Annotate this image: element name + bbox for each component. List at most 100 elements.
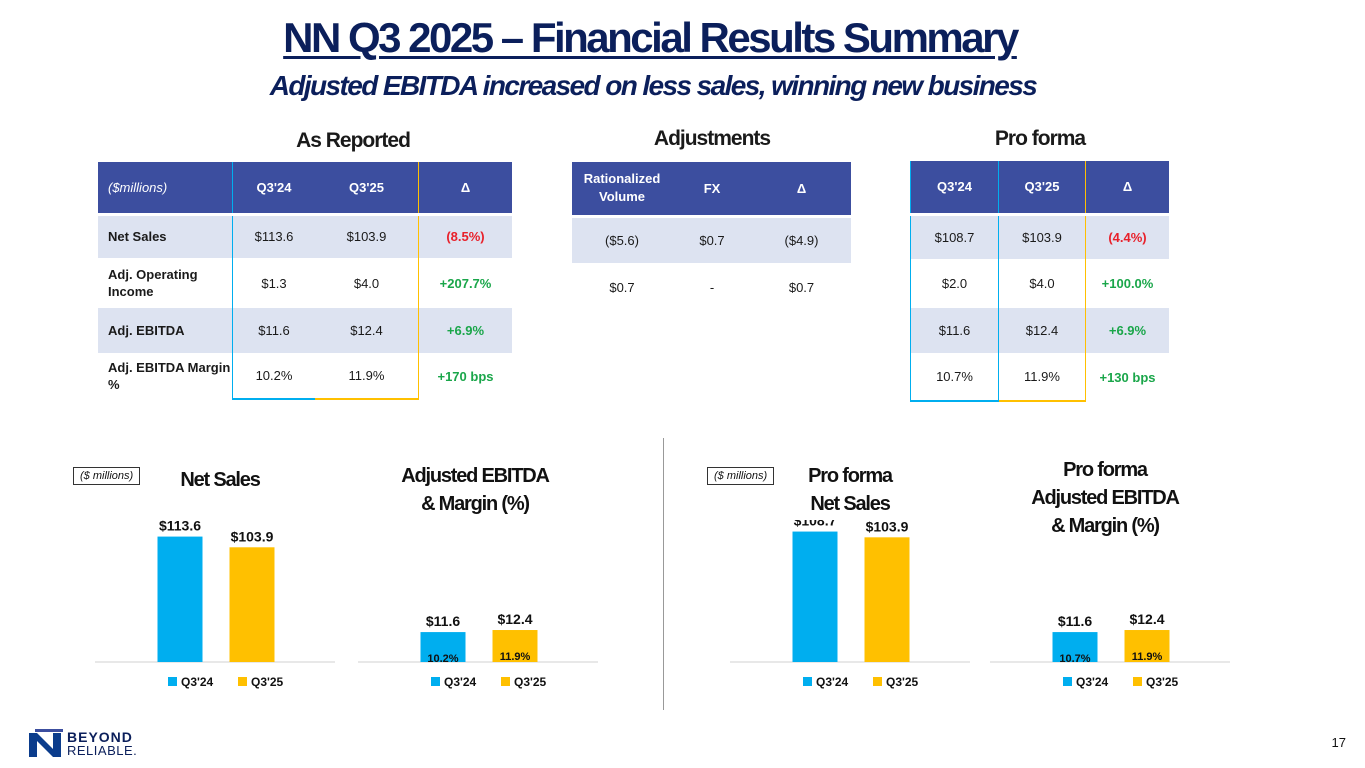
cell: 10.7% <box>910 353 999 402</box>
cell: $4.0 <box>315 258 419 308</box>
bar-margin-label: 10.2% <box>427 653 458 665</box>
bar-q324 <box>792 531 838 662</box>
chart-pf-adj-ebitda: $11.6 10.7% $12.4 11.9% Q3'24 Q3'25 <box>990 611 1230 689</box>
chart-title-pf-adj-ebitda: Pro forma Adjusted EBITDA & Margin (%) <box>1031 459 1180 537</box>
page-title: NN Q3 2025 – Financial Results Summary <box>283 14 1019 61</box>
cell: 10.2% <box>232 353 315 400</box>
table-row: Adj. Operating Income $1.3 $4.0 +207.7% <box>98 258 512 308</box>
bar-margin-label: 11.9% <box>500 651 531 663</box>
cell: $103.9 <box>315 212 419 258</box>
cell: $0.7 <box>672 214 752 263</box>
bar-q324 <box>1052 632 1098 662</box>
cell-delta: +100.0% <box>1101 276 1154 291</box>
logo-mark-icon <box>29 729 63 757</box>
cell: $108.7 <box>910 212 999 259</box>
bar-q324 <box>157 536 203 662</box>
row-label: Adj. EBITDA Margin % <box>98 353 233 399</box>
legend-label: Q3'25 <box>514 675 547 689</box>
row-label: Net Sales <box>98 212 233 258</box>
cell: $11.6 <box>232 308 315 353</box>
bar-margin-label: 11.9% <box>1132 651 1163 663</box>
table-header: Δ <box>418 162 512 214</box>
table-row: Adj. EBITDA Margin % 10.2% 11.9% +170 bp… <box>98 353 512 400</box>
table-header: Δ <box>752 162 851 216</box>
pro-forma-table: Q3'24 Q3'25 Δ $108.7 $103.9 (4.4%) $2.0 … <box>910 161 1169 402</box>
chart-adj-ebitda: $11.6 10.2% $12.4 11.9% Q3'24 Q3'25 <box>358 611 598 689</box>
chart-title-adj-ebitda: Adjusted EBITDA & Margin (%) <box>401 465 550 515</box>
table-header: Q3'25 <box>315 162 419 214</box>
section-adjustments: Adjustments <box>653 127 771 150</box>
bar-value-label: $11.6 <box>426 613 460 629</box>
legend-swatch <box>431 677 440 686</box>
legend-swatch <box>1063 677 1072 686</box>
cell: 11.9% <box>315 353 419 400</box>
cell: 11.9% <box>998 353 1086 402</box>
bar-margin-label: 10.7% <box>1059 653 1090 665</box>
legend-label: Q3'25 <box>886 675 919 689</box>
cell: $2.0 <box>910 259 999 308</box>
bar-value-label: $103.9 <box>231 528 274 544</box>
table-row: $11.6 $12.4 +6.9% <box>910 308 1169 353</box>
legend-label: Q3'24 <box>1076 675 1109 689</box>
legend-swatch <box>501 677 510 686</box>
unit-label: ($ millions) <box>73 467 141 485</box>
cell: $12.4 <box>315 308 419 353</box>
cell: ($4.9) <box>752 214 851 263</box>
row-label: Adj. EBITDA <box>98 308 233 353</box>
bar-value-label: $108.7 <box>794 520 837 529</box>
table-row: $2.0 $4.0 +100.0% <box>910 259 1170 308</box>
cell-delta: +207.7% <box>439 275 492 291</box>
table-header: Q3'25 <box>998 161 1086 214</box>
cell: $0.7 <box>788 279 815 295</box>
table-row: Net Sales $113.6 $103.9 (8.5%) <box>98 212 512 258</box>
chart-title-net-sales: Net Sales <box>180 469 260 491</box>
cell-delta: +6.9% <box>1085 308 1169 353</box>
row-label: Adj. Operating Income <box>98 258 233 308</box>
table-row: 10.7% 11.9% +130 bps <box>910 353 1170 402</box>
table-header: ($millions) <box>98 162 233 214</box>
table-row: ($5.6) $0.7 ($4.9) <box>572 214 851 263</box>
page-subtitle: Adjusted EBITDA increased on less sales,… <box>269 70 1038 101</box>
page-number: 17 <box>1331 735 1346 750</box>
unit-label: ($ millions) <box>707 467 775 485</box>
section-as-reported: As Reported <box>296 129 411 152</box>
table-row: $108.7 $103.9 (4.4%) <box>910 212 1169 259</box>
legend-label: Q3'24 <box>816 675 849 689</box>
chart-net-sales: $113.6 $103.9 Q3'24 Q3'25 <box>95 520 335 689</box>
cell: ($5.6) <box>572 214 672 263</box>
cell-delta: +170 bps <box>437 368 494 384</box>
cell: $4.0 <box>998 259 1086 308</box>
chart-pf-net-sales: $108.7 $103.9 Q3'24 Q3'25 <box>730 520 970 689</box>
legend-swatch <box>873 677 882 686</box>
bar-value-label: $12.4 <box>497 611 532 627</box>
cell: $113.6 <box>232 212 315 258</box>
cell: - <box>709 279 715 295</box>
cell: $1.3 <box>261 275 287 291</box>
bar-value-label: $11.6 <box>1058 613 1092 629</box>
legend-label: Q3'24 <box>181 675 214 689</box>
legend-label: Q3'25 <box>1146 675 1179 689</box>
chart-title-pf-net-sales: Pro forma Net Sales <box>808 465 893 515</box>
legend-swatch <box>168 677 177 686</box>
table-row: Adj. EBITDA $11.6 $12.4 +6.9% <box>98 308 512 353</box>
section-divider <box>663 438 664 710</box>
adjustments-table: Rationalized Volume FX Δ ($5.6) $0.7 ($4… <box>572 162 851 311</box>
bar-q325 <box>492 630 538 662</box>
legend-swatch <box>1133 677 1142 686</box>
cell-delta: (8.5%) <box>418 212 512 258</box>
cell-delta: +6.9% <box>418 308 512 353</box>
bar-value-label: $113.6 <box>159 520 201 534</box>
legend-swatch <box>238 677 247 686</box>
cell: $103.9 <box>998 212 1086 259</box>
bar-q325 <box>229 547 275 662</box>
legend-swatch <box>803 677 812 686</box>
legend-label: Q3'25 <box>251 675 284 689</box>
company-logo: BEYOND RELIABLE. <box>27 727 177 759</box>
cell: $12.4 <box>998 308 1086 353</box>
table-header: Rationalized Volume <box>572 162 672 216</box>
as-reported-table: ($millions) Q3'24 Q3'25 Δ Net Sales $113… <box>98 162 512 400</box>
section-pro-forma: Pro forma <box>994 127 1086 150</box>
table-header: FX <box>672 162 752 216</box>
legend-label: Q3'24 <box>444 675 477 689</box>
table-header: Q3'24 <box>232 162 315 214</box>
